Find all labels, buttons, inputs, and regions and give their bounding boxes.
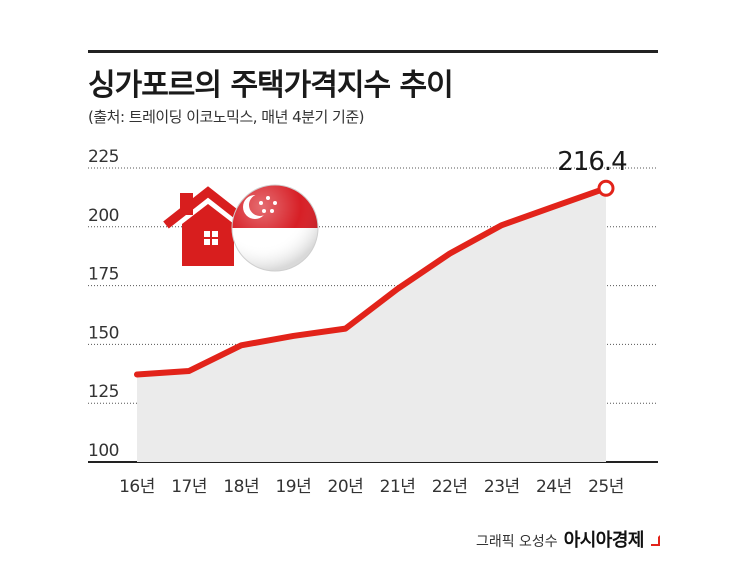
- house-flag-illustration: [163, 184, 319, 272]
- x-tick-label: 17년: [171, 477, 207, 497]
- x-tick-label: 24년: [536, 477, 572, 497]
- chart-subtitle: (출처: 트레이딩 이코노믹스, 매년 4분기 기준): [88, 108, 365, 126]
- credit-text: 그래픽 오성수: [475, 534, 558, 550]
- x-tick-label: 16년: [119, 477, 155, 497]
- x-tick-label: 20년: [328, 477, 364, 497]
- x-tick-label: 18년: [223, 477, 259, 497]
- brand-mark-icon: [651, 535, 660, 546]
- y-tick-label: 225: [88, 147, 119, 167]
- x-tick-label: 22년: [432, 477, 468, 497]
- singapore-flag-icon: [231, 184, 319, 272]
- y-tick-label: 200: [88, 206, 119, 226]
- y-tick-label: 125: [88, 382, 119, 402]
- x-tick-label: 19년: [275, 477, 311, 497]
- series-line: [134, 185, 609, 378]
- y-tick-label: 150: [88, 323, 119, 343]
- data-point: [597, 179, 615, 197]
- top-rule: [88, 50, 658, 53]
- y-tick-label: 175: [88, 265, 119, 285]
- last-value-label: 216.4: [557, 147, 627, 177]
- brand-logo: 아시아경제: [563, 530, 645, 551]
- chart-title: 싱가포르의 주택가격지수 추이: [88, 68, 454, 103]
- window-icon: [204, 231, 218, 245]
- x-tick-label: 25년: [588, 477, 624, 497]
- area-fill: [137, 188, 606, 462]
- x-tick-label: 23년: [484, 477, 520, 497]
- y-tick-label: 100: [88, 441, 119, 461]
- x-tick-label: 21년: [380, 477, 416, 497]
- credit: 그래픽 오성수 아시아경제: [476, 526, 660, 552]
